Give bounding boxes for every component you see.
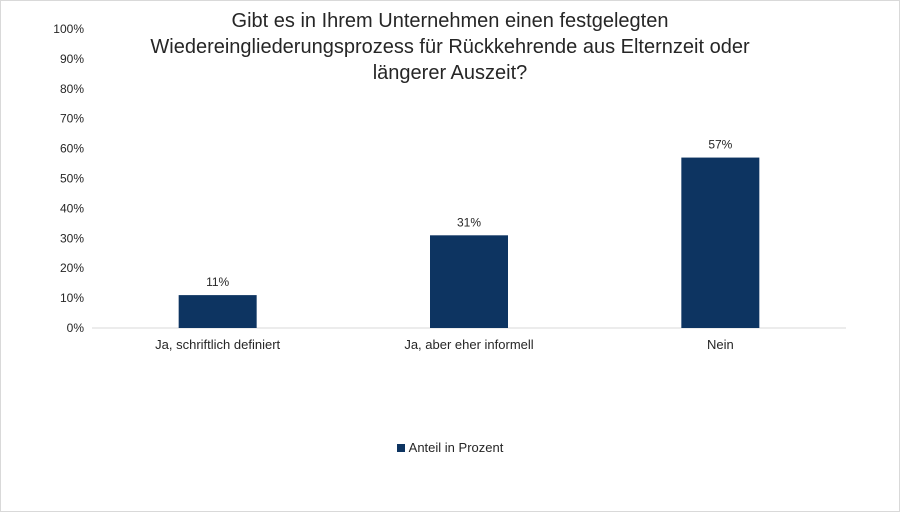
chart-title-line-1: Gibt es in Ihrem Unternehmen einen festg…: [231, 10, 669, 32]
chart-title: Gibt es in Ihrem Unternehmen einen festg…: [150, 8, 750, 86]
chart-title-line-2: Wiedereingliederungsprozess für Rückkehr…: [150, 36, 750, 58]
data-label: 11%: [206, 275, 229, 289]
legend: Anteil in Prozent: [0, 440, 900, 455]
y-tick-label: 10%: [60, 291, 84, 305]
y-tick-label: 50%: [60, 172, 84, 186]
legend-label: Anteil in Prozent: [408, 440, 504, 455]
x-tick-label: Ja, schriftlich definiert: [155, 337, 280, 352]
data-label: 31%: [457, 215, 481, 229]
y-tick-label: 70%: [60, 112, 84, 126]
y-tick-label: 80%: [60, 82, 84, 96]
bar: [178, 295, 257, 328]
data-label: 57%: [708, 138, 732, 152]
y-tick-label: 30%: [60, 231, 84, 245]
y-tick-label: 100%: [53, 22, 84, 36]
x-tick-label: Ja, aber eher informell: [404, 337, 533, 352]
y-tick-label: 0%: [67, 321, 85, 335]
legend-swatch: [396, 443, 405, 452]
bar: [681, 157, 760, 328]
bar: [430, 235, 508, 328]
chart-title-line-3: längerer Auszeit?: [372, 62, 528, 84]
y-tick-label: 40%: [60, 201, 84, 215]
y-tick-label: 20%: [60, 261, 84, 275]
y-tick-label: 90%: [60, 52, 84, 66]
x-tick-label: Nein: [707, 337, 734, 352]
y-tick-label: 60%: [60, 142, 84, 156]
